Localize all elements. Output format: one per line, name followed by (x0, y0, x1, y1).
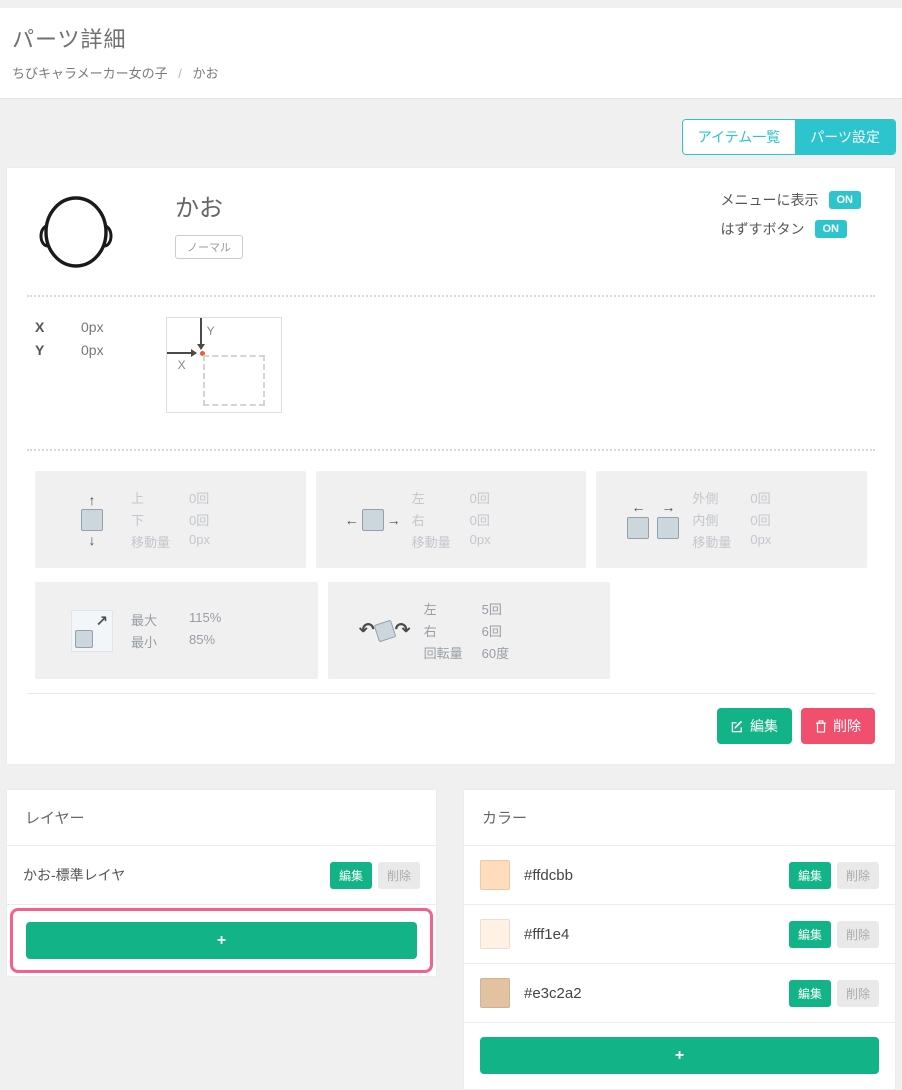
scale-values: 最大 115% 最小 85% (131, 610, 222, 650)
move-horizontal-icon: ← → (334, 508, 412, 531)
position-x-label: X (35, 319, 45, 335)
breadcrumb-current: かお (192, 66, 219, 81)
layer-row: かお-標準レイヤ 編集 削除 (7, 846, 436, 905)
edit-color-button[interactable]: 編集 (788, 920, 831, 948)
x-axis-label: X (177, 358, 186, 372)
y-axis-arrow-icon (196, 318, 205, 350)
divider (27, 449, 875, 451)
position-x-value: 0px (81, 319, 104, 335)
part-toggles: メニューに表示 ON はずすボタン ON (721, 188, 876, 248)
move-horizontal-values: 左 0回 右 0回 移動量 0px (411, 491, 491, 550)
scale-icon: ↗ (53, 609, 131, 652)
color-hex: #fff1e4 (524, 925, 570, 943)
part-bounds-ghost (202, 355, 265, 406)
delete-layer-button[interactable]: 削除 (377, 861, 420, 889)
toggle-remove-button-switch[interactable]: ON (814, 220, 847, 238)
part-summary: かお ノーマル メニューに表示 ON はずすボタン ON (27, 188, 875, 275)
rotate-icon: ↶ ↷ (358, 619, 411, 642)
face-icon (27, 188, 127, 275)
move-horizontal-box: ← → 左 0回 右 0回 移動量 0px (315, 471, 587, 568)
part-actions: 編集 削除 (27, 693, 875, 744)
colors-card: カラー #ffdcbb 編集 削除 #fff1e4 編集 削除 #e3c2a2 … (463, 789, 896, 1090)
color-swatch (480, 860, 510, 890)
colors-title: カラー (464, 790, 895, 846)
rotate-box: ↶ ↷ 左 5回 右 6回 回転量 60度 (327, 582, 611, 679)
color-row: #ffdcbb 編集 削除 (464, 846, 895, 905)
layer-name: かお-標準レイヤ (23, 867, 126, 883)
part-identity: かお ノーマル (175, 188, 243, 259)
delete-color-button[interactable]: 削除 (836, 861, 879, 889)
origin-diagram: Y X (165, 317, 282, 413)
move-vertical-values: 上 0回 下 0回 移動量 0px (131, 491, 210, 550)
delete-part-button[interactable]: 削除 (801, 708, 875, 744)
breadcrumb-separator: / (178, 66, 182, 81)
edit-icon (731, 720, 744, 733)
bottom-section: レイヤー かお-標準レイヤ 編集 削除 + カラー #ffdcbb 編集 削除 … (6, 789, 896, 1090)
part-type-badge: ノーマル (175, 235, 243, 259)
divider (27, 295, 875, 297)
edit-layer-button[interactable]: 編集 (329, 861, 372, 889)
color-swatch (480, 978, 510, 1008)
page-header: パーツ詳細 ちびキャラメーカー女の子 / かお (0, 8, 902, 99)
x-axis-arrow-icon (166, 349, 197, 357)
breadcrumb-parent-link[interactable]: ちびキャラメーカー女の子 (12, 66, 168, 81)
layers-card: レイヤー かお-標準レイヤ 編集 削除 + (6, 789, 437, 977)
origin-dot-icon (199, 351, 205, 356)
position-y-label: Y (35, 342, 45, 358)
tab-group: アイテム一覧 パーツ設定 (681, 119, 896, 155)
move-in-out-box: ← → 外側 0回 内側 0回 移動量 0px (596, 471, 868, 568)
move-vertical-box: ↑ ↓ 上 0回 下 0回 移動量 0px (35, 471, 306, 568)
toggle-remove-button-label: はずすボタン (720, 221, 805, 237)
y-axis-label: Y (206, 324, 215, 338)
edit-part-button[interactable]: 編集 (717, 708, 792, 744)
color-row: #fff1e4 編集 削除 (464, 905, 895, 964)
part-name: かお (175, 195, 223, 222)
color-hex: #ffdcbb (524, 866, 573, 884)
color-row: #e3c2a2 編集 削除 (464, 964, 895, 1023)
move-in-out-values: 外側 0回 内側 0回 移動量 0px (692, 491, 772, 550)
layers-title: レイヤー (7, 790, 436, 846)
add-color-button[interactable]: + (480, 1037, 879, 1074)
add-color-wrap: + (464, 1023, 895, 1089)
edit-color-button[interactable]: 編集 (788, 861, 831, 889)
page-title: パーツ詳細 (12, 27, 127, 52)
tab-item-list[interactable]: アイテム一覧 (682, 120, 796, 154)
delete-color-button[interactable]: 削除 (836, 920, 879, 948)
move-vertical-icon: ↑ ↓ (53, 493, 131, 547)
movement-boxes-row2: ↗ 最大 115% 最小 85% ↶ ↷ 左 5回 右 6回 回転量 60度 (27, 582, 875, 679)
toggle-show-in-menu-switch[interactable]: ON (828, 191, 861, 209)
breadcrumb: ちびキャラメーカー女の子 / かお (12, 63, 890, 82)
add-layer-button[interactable]: + (26, 922, 417, 959)
tabs-row: アイテム一覧 パーツ設定 (6, 119, 896, 155)
tab-part-settings[interactable]: パーツ設定 (795, 120, 895, 154)
scale-box: ↗ 最大 115% 最小 85% (35, 582, 318, 679)
color-hex: #e3c2a2 (524, 984, 582, 1002)
toggle-show-in-menu-label: メニューに表示 (720, 192, 819, 208)
position-section: X 0px Y 0px Y X (27, 317, 875, 429)
color-swatch (480, 919, 510, 949)
add-layer-highlight: + (10, 908, 433, 973)
trash-icon (815, 719, 827, 733)
part-detail-card: かお ノーマル メニューに表示 ON はずすボタン ON X 0px Y 0px (6, 167, 896, 765)
spacer (620, 582, 867, 679)
toggle-show-in-menu: メニューに表示 ON (720, 190, 861, 210)
toggle-remove-button: はずすボタン ON (721, 219, 862, 239)
movement-boxes-row1: ↑ ↓ 上 0回 下 0回 移動量 0px ← → 左 0回 右 0回 移動量 0px (27, 471, 875, 568)
rotate-values: 左 5回 右 6回 回転量 60度 (423, 602, 510, 661)
edit-color-button[interactable]: 編集 (788, 979, 831, 1007)
position-values: X 0px Y 0px (35, 319, 104, 365)
move-in-out-icon: ← → (614, 500, 692, 539)
delete-color-button[interactable]: 削除 (836, 979, 879, 1007)
position-y-value: 0px (81, 342, 104, 358)
